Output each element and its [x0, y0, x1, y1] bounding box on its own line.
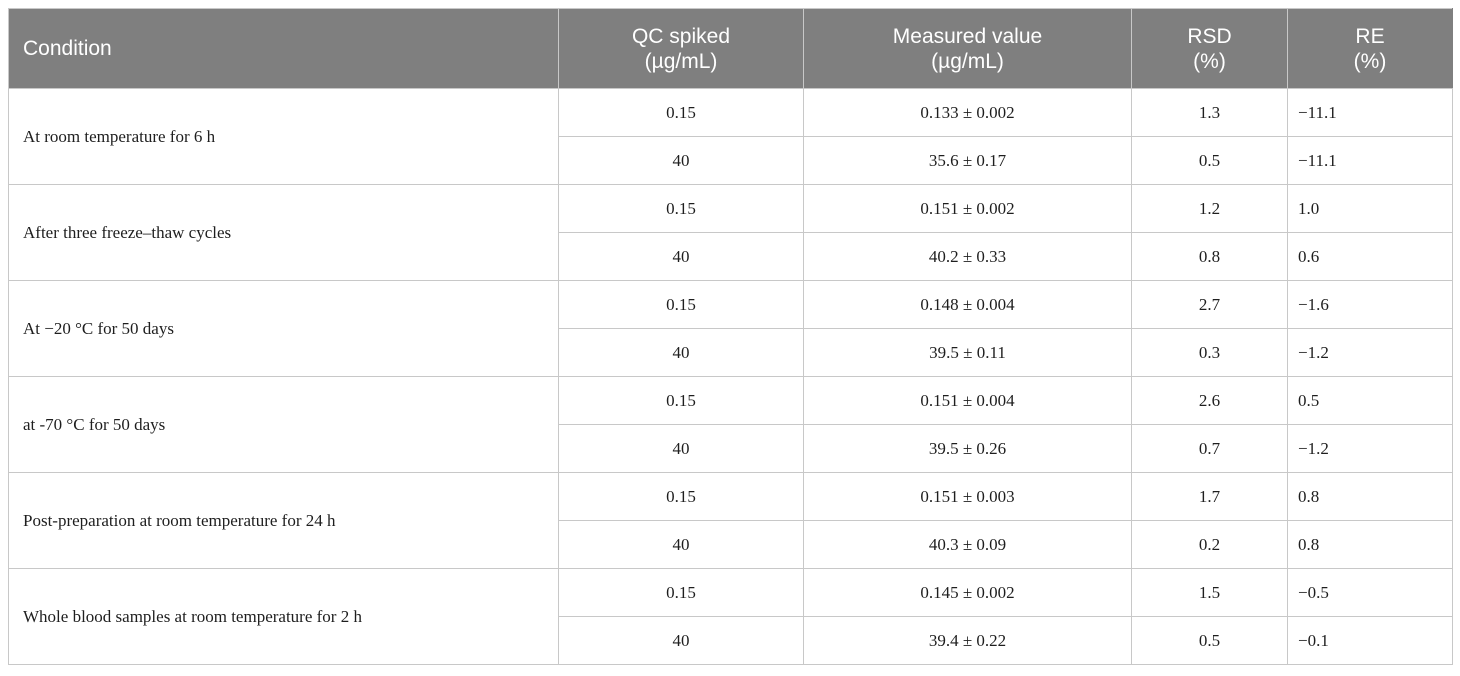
measured-value-cell: 0.151 ± 0.004	[803, 376, 1132, 425]
measured-value-cell: 40.3 ± 0.09	[803, 520, 1132, 569]
rsd-cell: 0.7	[1131, 424, 1288, 473]
header-rsd: RSD (%)	[1131, 8, 1288, 89]
re-cell: −0.5	[1287, 568, 1453, 617]
table-row: At room temperature for 6 h 0.15 0.133 ±…	[8, 88, 1453, 185]
table-row: At −20 °C for 50 days 0.15 0.148 ± 0.004…	[8, 280, 1453, 377]
stability-table: Condition QC spiked (µg/mL) Measured val…	[8, 8, 1453, 665]
table-row: Post-preparation at room temperature for…	[8, 472, 1453, 569]
table-row: 40 40.2 ± 0.33 0.8 0.6	[9, 232, 1453, 281]
table-row: 40 39.4 ± 0.22 0.5 −0.1	[9, 616, 1453, 665]
qc-spiked-cell: 0.15	[558, 376, 804, 425]
qc-spiked-cell: 40	[558, 520, 804, 569]
condition-cell: At −20 °C for 50 days	[8, 280, 559, 377]
re-cell: 0.8	[1287, 520, 1453, 569]
qc-spiked-cell: 0.15	[558, 472, 804, 521]
qc-spiked-cell: 0.15	[558, 568, 804, 617]
header-qc-spiked: QC spiked (µg/mL)	[558, 8, 804, 89]
table-body: At room temperature for 6 h 0.15 0.133 ±…	[8, 88, 1453, 665]
rsd-cell: 1.3	[1131, 88, 1288, 137]
qc-spiked-cell: 0.15	[558, 88, 804, 137]
measured-value-cell: 0.151 ± 0.003	[803, 472, 1132, 521]
re-cell: 0.8	[1287, 472, 1453, 521]
rsd-cell: 1.5	[1131, 568, 1288, 617]
measured-value-cell: 39.5 ± 0.11	[803, 328, 1132, 377]
table-row: 40 39.5 ± 0.26 0.7 −1.2	[9, 424, 1453, 473]
measured-value-cell: 0.145 ± 0.002	[803, 568, 1132, 617]
re-cell: −1.2	[1287, 424, 1453, 473]
re-cell: 1.0	[1287, 184, 1453, 233]
rsd-cell: 0.3	[1131, 328, 1288, 377]
qc-spiked-cell: 0.15	[558, 184, 804, 233]
measured-value-cell: 0.148 ± 0.004	[803, 280, 1132, 329]
qc-spiked-cell: 40	[558, 232, 804, 281]
table-header: Condition QC spiked (µg/mL) Measured val…	[8, 8, 1453, 89]
re-cell: 0.6	[1287, 232, 1453, 281]
re-cell: 0.5	[1287, 376, 1453, 425]
qc-spiked-cell: 40	[558, 328, 804, 377]
condition-cell: At room temperature for 6 h	[8, 88, 559, 185]
measured-value-cell: 35.6 ± 0.17	[803, 136, 1132, 185]
measured-value-cell: 0.133 ± 0.002	[803, 88, 1132, 137]
header-measured-value: Measured value (µg/mL)	[803, 8, 1132, 89]
rsd-cell: 0.5	[1131, 616, 1288, 665]
condition-cell: Post-preparation at room temperature for…	[8, 472, 559, 569]
rsd-cell: 2.6	[1131, 376, 1288, 425]
table-row: 40 35.6 ± 0.17 0.5 −11.1	[9, 136, 1453, 185]
measured-value-cell: 39.4 ± 0.22	[803, 616, 1132, 665]
rsd-cell: 1.2	[1131, 184, 1288, 233]
qc-spiked-cell: 40	[558, 136, 804, 185]
re-cell: −11.1	[1287, 136, 1453, 185]
rsd-cell: 1.7	[1131, 472, 1288, 521]
condition-cell: After three freeze–thaw cycles	[8, 184, 559, 281]
condition-cell: Whole blood samples at room temperature …	[8, 568, 559, 665]
qc-spiked-cell: 40	[558, 616, 804, 665]
qc-spiked-cell: 40	[558, 424, 804, 473]
table-row: After three freeze–thaw cycles 0.15 0.15…	[8, 184, 1453, 281]
qc-spiked-cell: 0.15	[558, 280, 804, 329]
header-condition: Condition	[8, 8, 559, 89]
table-row: Whole blood samples at room temperature …	[8, 568, 1453, 665]
rsd-cell: 0.2	[1131, 520, 1288, 569]
measured-value-cell: 0.151 ± 0.002	[803, 184, 1132, 233]
re-cell: −1.2	[1287, 328, 1453, 377]
rsd-cell: 0.5	[1131, 136, 1288, 185]
measured-value-cell: 39.5 ± 0.26	[803, 424, 1132, 473]
table-row: 40 40.3 ± 0.09 0.2 0.8	[9, 520, 1453, 569]
measured-value-cell: 40.2 ± 0.33	[803, 232, 1132, 281]
condition-cell: at -70 °C for 50 days	[8, 376, 559, 473]
table-row: 40 39.5 ± 0.11 0.3 −1.2	[9, 328, 1453, 377]
table-row: at -70 °C for 50 days 0.15 0.151 ± 0.004…	[8, 376, 1453, 473]
re-cell: −11.1	[1287, 88, 1453, 137]
header-re: RE (%)	[1287, 8, 1453, 89]
rsd-cell: 0.8	[1131, 232, 1288, 281]
re-cell: −1.6	[1287, 280, 1453, 329]
re-cell: −0.1	[1287, 616, 1453, 665]
rsd-cell: 2.7	[1131, 280, 1288, 329]
header-row: Condition QC spiked (µg/mL) Measured val…	[8, 8, 1453, 89]
